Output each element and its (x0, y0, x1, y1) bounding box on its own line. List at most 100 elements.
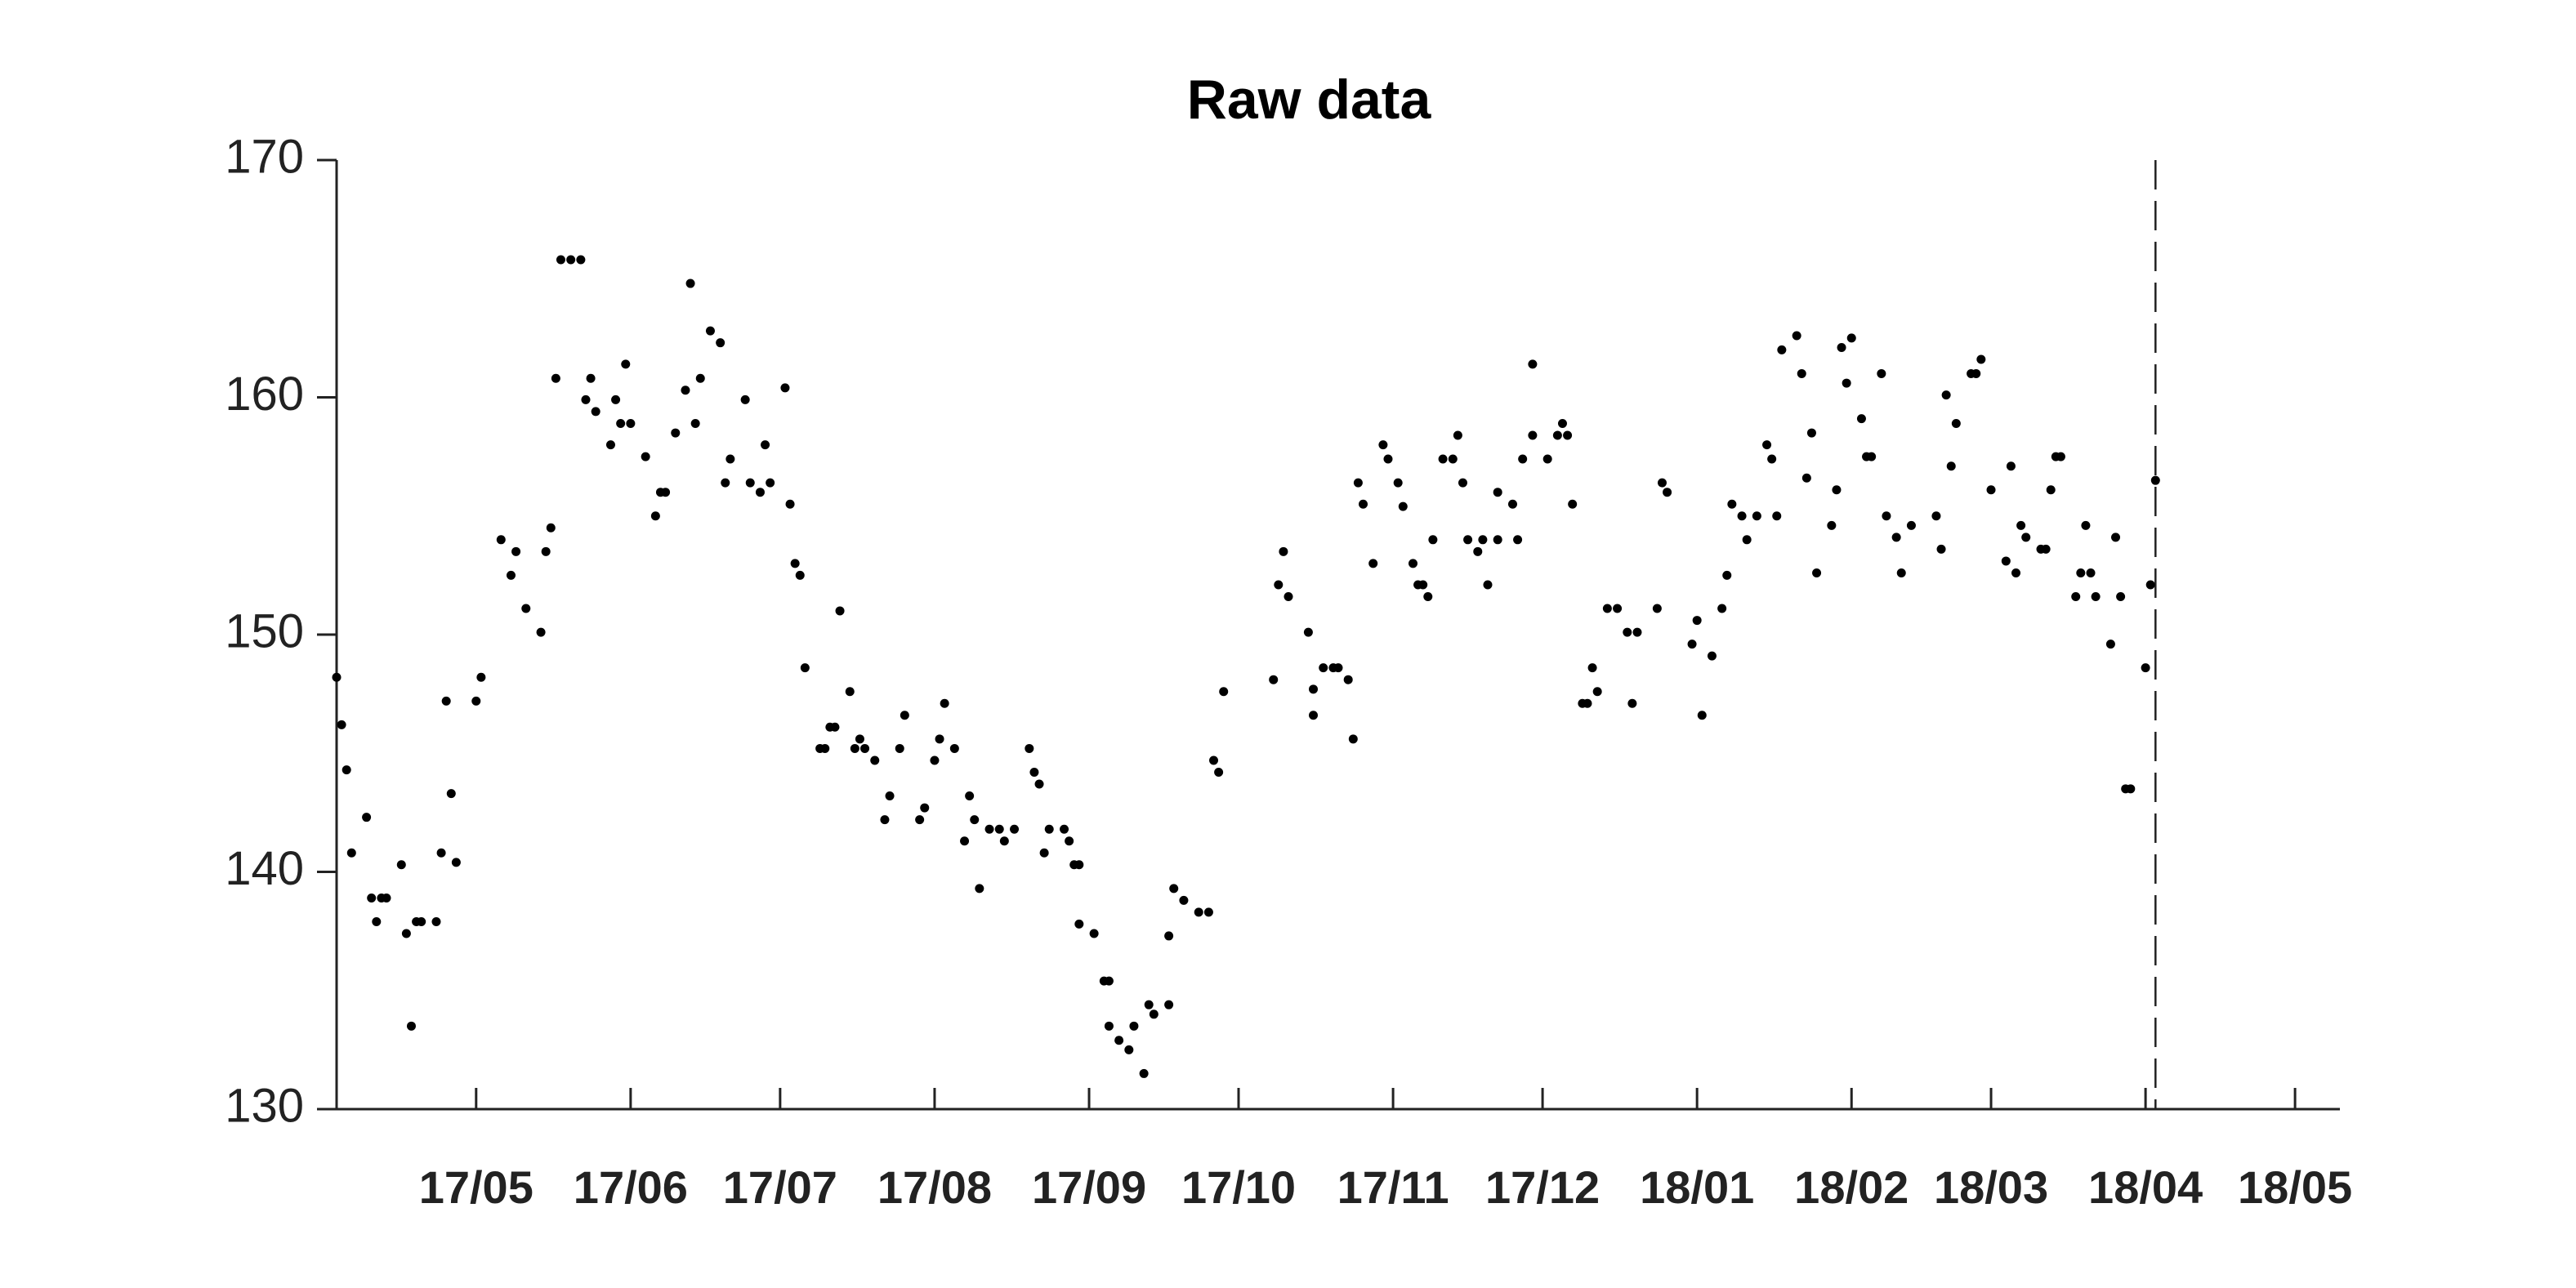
point (2086, 568, 2096, 577)
point (2076, 568, 2086, 577)
point (2145, 580, 2155, 590)
point (870, 755, 880, 765)
point (1473, 546, 1483, 556)
point (1358, 499, 1368, 509)
point (1104, 976, 1114, 986)
point (511, 546, 521, 556)
point (521, 604, 531, 613)
point (1368, 559, 1378, 568)
point (1722, 570, 1732, 580)
point (1458, 478, 1467, 488)
point (1209, 755, 1219, 765)
point (1274, 580, 1284, 590)
point (1528, 430, 1538, 440)
point (935, 734, 944, 744)
point (605, 440, 615, 450)
point (1507, 499, 1517, 509)
point (1074, 919, 1084, 929)
point (895, 743, 904, 753)
point (685, 279, 695, 288)
point (2081, 520, 2091, 530)
point (1971, 368, 1981, 378)
point (1039, 848, 1049, 858)
point (661, 488, 671, 497)
point (362, 813, 372, 822)
point (1657, 478, 1667, 488)
point (725, 454, 735, 464)
point (900, 711, 909, 720)
point (1319, 663, 1328, 673)
point (621, 359, 631, 369)
point (417, 917, 426, 927)
point (920, 803, 930, 813)
point (1513, 535, 1523, 545)
point (984, 824, 994, 834)
point (1687, 640, 1697, 649)
point (880, 815, 890, 825)
point (1717, 604, 1727, 613)
point (1792, 331, 1801, 341)
x-tick-label: 17/12 (1485, 1161, 1600, 1213)
point (761, 440, 770, 450)
point (1333, 663, 1343, 673)
point (850, 743, 859, 753)
point (1453, 430, 1462, 440)
point (1552, 430, 1562, 440)
point (1448, 454, 1458, 464)
point (1951, 418, 1961, 428)
point (949, 743, 959, 753)
x-tick-label: 17/07 (723, 1161, 837, 1213)
x-tick-label: 17/09 (1032, 1161, 1146, 1213)
point (1627, 698, 1637, 708)
point (790, 559, 800, 568)
point (1623, 627, 1632, 637)
point (1164, 1000, 1174, 1009)
point (337, 720, 346, 729)
point (780, 383, 790, 393)
point (1104, 1021, 1114, 1031)
point (1139, 1068, 1149, 1078)
x-tick-label: 18/04 (2088, 1161, 2203, 1213)
point (1777, 345, 1787, 354)
point (965, 791, 975, 801)
point (1034, 779, 1044, 789)
point (1542, 454, 1552, 464)
point (795, 570, 805, 580)
point (2071, 592, 2081, 602)
point (1423, 592, 1433, 602)
point (1348, 734, 1358, 744)
point (745, 478, 755, 488)
point (1906, 520, 1916, 530)
point (1025, 743, 1034, 753)
point (1303, 627, 1313, 637)
point (800, 663, 810, 673)
point (1463, 535, 1473, 545)
point (1663, 488, 1672, 497)
point (1752, 511, 1761, 521)
x-tick-label: 17/08 (877, 1161, 992, 1213)
point (1801, 473, 1811, 483)
point (591, 407, 600, 417)
point (406, 1021, 416, 1031)
point (1214, 767, 1224, 777)
point (476, 672, 486, 682)
point (1632, 627, 1642, 637)
point (1144, 1000, 1154, 1009)
point (1343, 675, 1353, 684)
point (1074, 860, 1084, 870)
point (994, 824, 1004, 834)
point (1727, 499, 1737, 509)
point (556, 255, 565, 265)
point (1493, 488, 1502, 497)
point (1568, 499, 1578, 509)
point (835, 606, 845, 616)
point (695, 373, 705, 383)
point (1767, 454, 1777, 464)
point (1528, 359, 1538, 369)
point (940, 698, 949, 708)
point (586, 373, 596, 383)
x-tick-label: 18/01 (1640, 1161, 1754, 1213)
point (1877, 368, 1886, 378)
x-tick-label: 18/02 (1794, 1161, 1909, 1213)
point (690, 418, 700, 428)
